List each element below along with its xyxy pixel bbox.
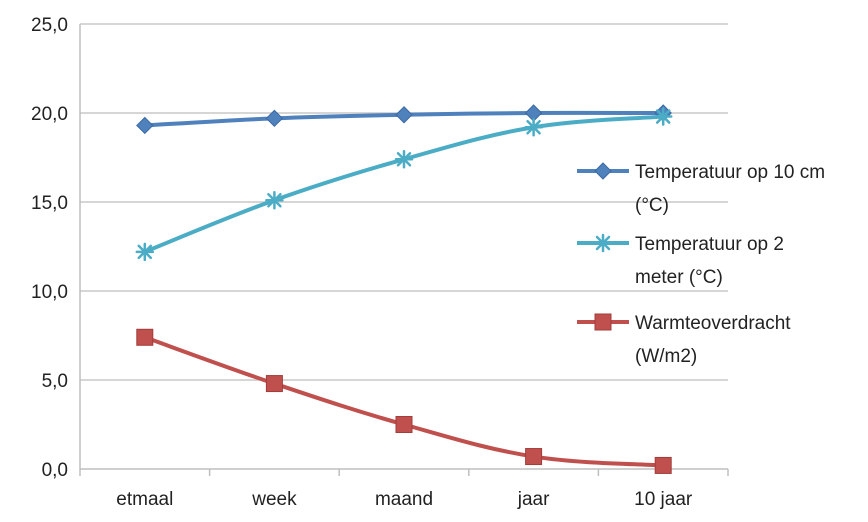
- legend-swatch-marker: [594, 313, 612, 331]
- x-tick-label: etmaal: [116, 489, 173, 510]
- y-axis: 0,0 5,0 10,0 15,0 20,0 25,0: [31, 15, 81, 481]
- series-line: [142, 335, 666, 468]
- legend-label: meter (°C): [635, 267, 723, 288]
- data-point: [395, 106, 413, 124]
- legend-label: (W/m2): [635, 346, 697, 367]
- data-point: [525, 448, 543, 466]
- data-point: [136, 328, 154, 346]
- x-tick-label: week: [251, 489, 297, 510]
- marker-stroke: [526, 119, 541, 135]
- legend-label: Temperatuur op 10 cm: [635, 162, 825, 183]
- marker-stroke: [655, 109, 671, 124]
- legend-swatch-marker: [594, 162, 612, 180]
- data-point: [265, 190, 284, 210]
- data-point: [524, 117, 543, 137]
- series-layer: [135, 104, 673, 474]
- data-point: [265, 375, 283, 393]
- data-point: [395, 416, 413, 433]
- gridlines: [80, 23, 728, 381]
- series-line: [142, 114, 666, 254]
- y-tick-label: 15,0: [31, 193, 68, 214]
- x-tick-label: maand: [375, 489, 433, 510]
- x-tick-label: 10 jaar: [634, 489, 693, 510]
- legend-swatch-marker: [593, 233, 613, 253]
- marker-stroke: [267, 192, 282, 208]
- legend-label: Warmteoverdracht: [635, 313, 791, 334]
- y-tick-label: 25,0: [31, 15, 68, 36]
- series-3: [136, 328, 672, 474]
- legend-item: Temperatuur op 2 meter (°C): [577, 233, 784, 288]
- legend-item: Warmteoverdracht (W/m2): [577, 313, 791, 367]
- data-point: [265, 109, 284, 128]
- y-tick-label: 0,0: [42, 460, 68, 481]
- x-axis: etmaal week maand jaar 10 jaar: [79, 468, 729, 510]
- data-point: [654, 456, 672, 474]
- marker-stroke: [396, 152, 412, 167]
- data-point: [136, 116, 154, 135]
- x-tick-label: jaar: [517, 489, 550, 510]
- legend-label: Temperatuur op 2: [635, 234, 784, 255]
- y-tick-label: 5,0: [42, 371, 68, 392]
- marker-stroke: [137, 244, 153, 260]
- data-point: [135, 242, 155, 262]
- series-2: [135, 107, 673, 262]
- legend-item: Temperatuur op 10 cm (°C): [577, 162, 825, 216]
- data-point: [653, 107, 673, 126]
- data-point: [394, 150, 414, 169]
- legend: Temperatuur op 10 cm (°C) Temperatuur op 2…: [577, 162, 825, 367]
- marker-stroke: [595, 235, 611, 251]
- legend-label: (°C): [635, 195, 669, 216]
- y-tick-label: 10,0: [31, 282, 68, 303]
- y-tick-label: 20,0: [31, 104, 68, 125]
- series-1: [136, 104, 672, 135]
